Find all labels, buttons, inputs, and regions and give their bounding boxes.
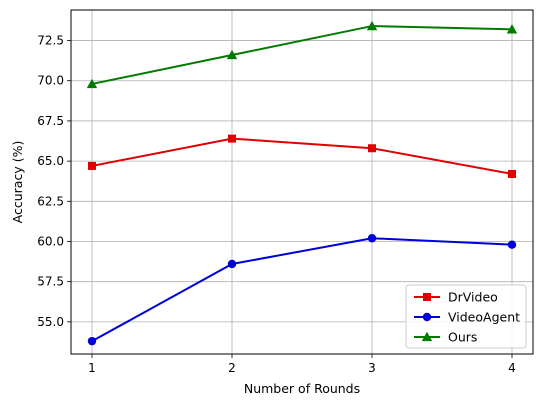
legend-label-drvideo: DrVideo bbox=[448, 290, 498, 305]
series-videoagent bbox=[87, 234, 517, 346]
data-point-ours bbox=[226, 49, 238, 60]
grid bbox=[71, 10, 533, 354]
legend-label-videoagent: VideoAgent bbox=[448, 310, 520, 325]
series-ours bbox=[86, 20, 518, 89]
plot-frame bbox=[70, 9, 534, 355]
data-point-drvideo bbox=[228, 134, 236, 143]
x-tick-label: 3 bbox=[368, 361, 376, 375]
ticks: 1 2 3 4 55.0 57.5 60.0 62.5 65.0 67.5 70.0 72.5 bbox=[37, 34, 516, 375]
series-layer bbox=[86, 20, 518, 346]
data-point-ours bbox=[366, 20, 378, 31]
data-point-drvideo bbox=[508, 169, 516, 178]
legend-marker-videoagent bbox=[422, 312, 432, 322]
y-tick-label: 55.0 bbox=[37, 315, 64, 329]
series-line-ours bbox=[91, 25, 513, 85]
data-point-videoagent bbox=[227, 259, 237, 269]
legend-marker-ours bbox=[421, 331, 433, 342]
x-tick-label: 2 bbox=[228, 361, 236, 375]
series-line-videoagent bbox=[91, 237, 513, 343]
legend-label-ours: Ours bbox=[448, 330, 477, 345]
data-point-videoagent bbox=[87, 336, 97, 346]
y-tick-label: 57.5 bbox=[37, 275, 64, 289]
x-axis-label: Number of Rounds bbox=[244, 381, 360, 396]
y-tick-label: 67.5 bbox=[37, 114, 64, 128]
y-tick-label: 72.5 bbox=[37, 34, 64, 48]
data-point-drvideo bbox=[88, 161, 96, 170]
y-tick-label: 70.0 bbox=[37, 74, 64, 88]
data-point-videoagent bbox=[367, 234, 377, 243]
data-point-ours bbox=[86, 78, 98, 89]
legend: DrVideo VideoAgent Ours bbox=[405, 284, 527, 349]
data-point-ours bbox=[506, 24, 518, 34]
series-line-drvideo bbox=[91, 137, 513, 175]
y-tick-label: 62.5 bbox=[37, 194, 64, 208]
series-drvideo bbox=[88, 134, 516, 178]
x-tick-label: 4 bbox=[508, 361, 516, 375]
data-point-videoagent bbox=[507, 240, 517, 249]
y-tick-label: 60.0 bbox=[37, 234, 64, 248]
legend-marker-drvideo bbox=[423, 293, 431, 301]
data-point-drvideo bbox=[368, 144, 376, 153]
y-axis-label: Accuracy (%) bbox=[10, 141, 25, 224]
y-tick-label: 65.0 bbox=[37, 154, 64, 168]
legend-box bbox=[405, 284, 527, 349]
x-tick-label: 1 bbox=[88, 361, 96, 375]
